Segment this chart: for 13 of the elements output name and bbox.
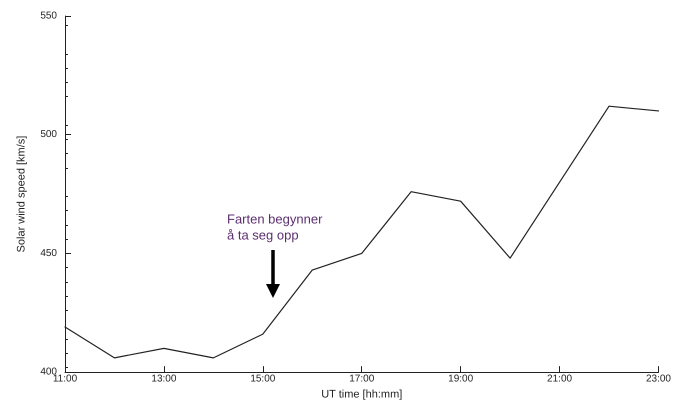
x-tick-label: 17:00 xyxy=(349,374,375,385)
y-tick-label: 500 xyxy=(40,129,58,140)
y-tick-label: 450 xyxy=(40,248,58,259)
x-tick-label: 23:00 xyxy=(646,374,672,385)
x-tick-label: 11:00 xyxy=(52,374,78,385)
x-tick-label: 13:00 xyxy=(151,374,177,385)
x-axis-title: UT time [hh:mm] xyxy=(321,388,402,400)
annotation: Farten begynner å ta seg opp xyxy=(227,212,324,242)
x-tick-label: 21:00 xyxy=(547,374,573,385)
y-tick-label: 550 xyxy=(40,10,58,22)
y-axis-title: Solar wind speed [km/s] xyxy=(16,136,28,252)
x-tick-label: 19:00 xyxy=(448,374,474,385)
x-tick-label: 15:00 xyxy=(250,374,276,385)
